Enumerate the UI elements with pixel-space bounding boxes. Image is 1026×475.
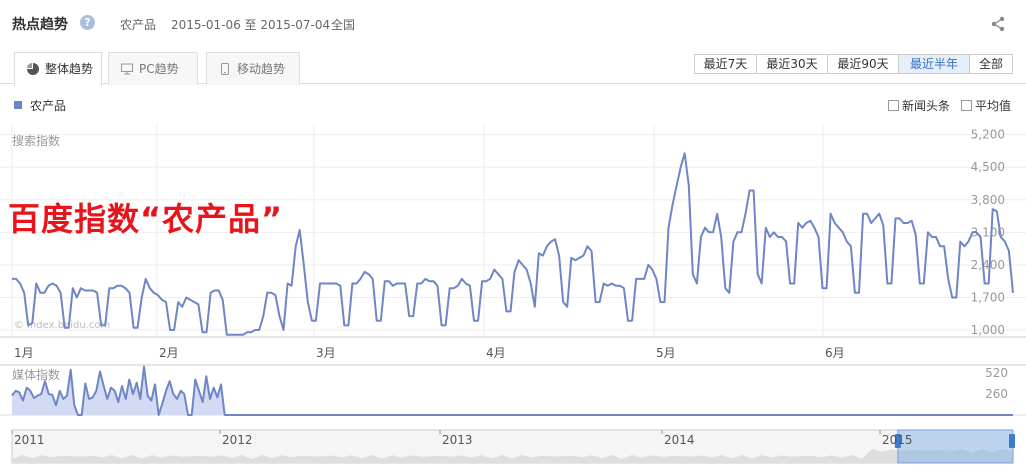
y-tick-label: 3,800	[971, 193, 1005, 207]
overlay-caption: 百度指数“农产品”	[8, 200, 284, 238]
navigator-year-label: 2015	[882, 433, 913, 447]
tab-mobile[interactable]: 移动趋势	[206, 52, 300, 85]
monitor-icon	[121, 63, 133, 75]
keyword-label: 农产品	[120, 18, 157, 32]
y-tick-label: 2,400	[971, 258, 1005, 272]
x-tick-label: 4月	[486, 346, 506, 360]
share-icon[interactable]	[990, 16, 1006, 32]
search-panel-title: 搜索指数	[12, 133, 60, 148]
range-30d[interactable]: 最近30天	[756, 54, 828, 74]
media-y-tick-label: 260	[985, 387, 1008, 401]
x-tick-label: 1月	[14, 346, 34, 360]
header: 热点趋势 ? 农产品 2015-01-06 至 2015-07-04 全国	[0, 0, 1026, 46]
news-checkbox-label[interactable]: 新闻头条	[902, 99, 951, 113]
range-7d[interactable]: 最近7天	[694, 54, 757, 74]
watermark: © index.baidu.com	[14, 320, 110, 331]
tab-bar: 整体趋势 PC趋势 移动趋势	[0, 50, 1026, 86]
navigator-year-label: 2011	[14, 433, 45, 447]
mobile-icon	[221, 63, 229, 75]
range-half-year[interactable]: 最近半年	[898, 54, 970, 74]
navigator-left-handle[interactable]	[894, 434, 901, 448]
tab-mobile-label: 移动趋势	[237, 62, 286, 76]
y-tick-label: 1,700	[971, 290, 1005, 304]
search-index-line[interactable]	[12, 152, 1014, 336]
legend-swatch	[14, 101, 22, 109]
tab-pc-label: PC趋势	[139, 62, 179, 76]
navigator-selection[interactable]	[897, 429, 1014, 464]
date-range[interactable]: 2015-01-06 至 2015-07-04	[171, 18, 331, 32]
tab-overall[interactable]: 整体趋势	[14, 52, 102, 86]
y-tick-label: 4,500	[971, 160, 1005, 174]
range-90d[interactable]: 最近90天	[827, 54, 899, 74]
pie-icon	[27, 63, 39, 75]
x-tick-label: 3月	[316, 346, 336, 360]
tab-pc[interactable]: PC趋势	[108, 52, 198, 85]
x-tick-label: 5月	[656, 346, 676, 360]
media-index-line[interactable]	[11, 365, 1013, 416]
legend-label: 农产品	[30, 99, 67, 113]
x-tick-label: 2月	[159, 346, 179, 360]
navigator-year-label: 2012	[222, 433, 253, 447]
region-label[interactable]: 全国	[331, 18, 356, 32]
media-y-tick-label: 520	[985, 366, 1008, 380]
page-title: 热点趋势	[12, 17, 68, 33]
media-panel-title: 媒体指数	[12, 367, 60, 382]
range-all[interactable]: 全部	[969, 54, 1013, 74]
tab-overall-label: 整体趋势	[45, 62, 94, 76]
average-checkbox-label[interactable]: 平均值	[975, 99, 1012, 113]
y-tick-label: 1,000	[971, 323, 1005, 337]
navigator-silhouette	[12, 449, 1013, 463]
media-area-fill	[12, 366, 1013, 415]
news-checkbox[interactable]	[888, 100, 899, 111]
average-checkbox[interactable]	[961, 100, 972, 111]
navigator-year-label: 2013	[442, 433, 473, 447]
navigator-year-label: 2014	[664, 433, 695, 447]
help-icon[interactable]: ?	[80, 15, 95, 30]
navigator-right-handle[interactable]	[1009, 434, 1015, 448]
y-tick-label: 5,200	[971, 128, 1005, 142]
x-tick-label: 6月	[825, 346, 845, 360]
